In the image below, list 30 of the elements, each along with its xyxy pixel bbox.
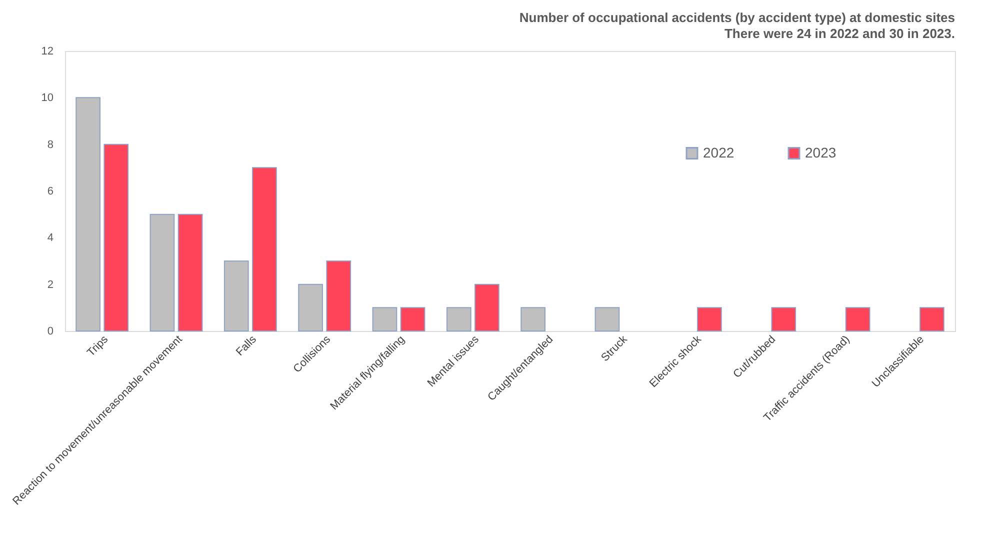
bar	[771, 307, 796, 332]
y-tick-label: 0	[47, 326, 54, 338]
bar	[326, 260, 352, 332]
y-tick-label: 10	[41, 92, 54, 104]
x-tick-label: Trips	[85, 333, 111, 359]
bar	[845, 307, 870, 332]
chart-subtitle: There were 24 in 2022 and 30 in 2023.	[724, 26, 955, 41]
y-tick-label: 4	[47, 232, 54, 244]
chart-title: Number of occupational accidents (by accident type) at domestic sites	[519, 10, 955, 25]
bar	[104, 144, 129, 332]
bar	[372, 307, 398, 332]
bar	[224, 260, 249, 332]
bar	[920, 307, 944, 332]
bar	[178, 214, 203, 332]
y-tick-label: 6	[47, 186, 54, 198]
legend-label: 2022	[703, 144, 734, 160]
y-tick-label: 12	[41, 46, 54, 58]
bar	[400, 307, 426, 332]
bar	[474, 284, 500, 332]
bar	[446, 307, 472, 332]
legend-label: 2023	[805, 144, 836, 160]
y-tick-label: 8	[47, 138, 54, 151]
bar	[252, 167, 277, 332]
bar	[594, 307, 620, 332]
bar	[298, 284, 323, 332]
bar	[520, 307, 546, 332]
bar	[697, 307, 722, 332]
y-tick-label: 2	[47, 278, 54, 291]
bar	[150, 214, 175, 332]
bar	[76, 97, 100, 332]
